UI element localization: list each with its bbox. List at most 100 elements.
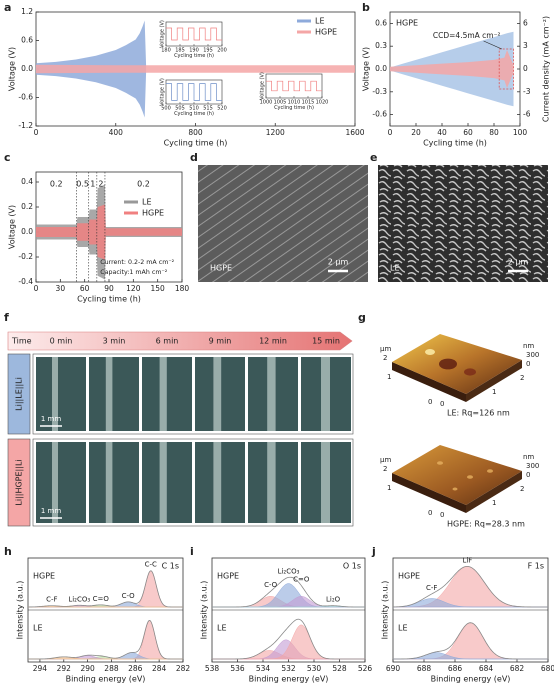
time-label: 6 min	[156, 337, 179, 346]
row-frame	[32, 353, 354, 435]
core-level: O 1s	[343, 562, 361, 571]
afm-feature	[452, 487, 458, 491]
x-tick-label: 20	[411, 128, 421, 137]
x-tick-label: 680	[541, 664, 554, 673]
lithium-edge	[267, 442, 276, 523]
y-tick-label: -0.2	[18, 252, 33, 261]
afm-tick: 2	[520, 374, 524, 382]
peak-label: Li₂CO₃	[68, 595, 90, 603]
afm-surface	[392, 445, 522, 505]
y-tick-label: 0.4	[21, 177, 33, 186]
peak-label: C-O	[122, 592, 136, 600]
y-tick-label: -1.2	[18, 121, 33, 130]
peak-label: C=O	[93, 595, 110, 603]
afm-tick: 1	[387, 484, 391, 492]
panel-letter: j	[371, 545, 376, 558]
afm-tick: 2	[520, 485, 524, 493]
x-tick-label: 688	[417, 664, 432, 673]
row-tag	[7, 353, 31, 435]
spectrum-name: LE	[398, 624, 408, 633]
rate-label: 2	[98, 180, 103, 189]
lithium-edge	[321, 442, 330, 523]
inset-y-label: Voltage (V)	[160, 78, 166, 106]
afm-tick: 0	[440, 511, 444, 519]
y-tick-label: 1.2	[21, 7, 33, 16]
x-tick-label: 60	[463, 128, 473, 137]
peak-label: Li₂CO₃	[278, 567, 300, 575]
afm-side	[392, 362, 466, 402]
scale-text: 2 μm	[508, 258, 529, 267]
sem-label: LE	[390, 264, 400, 273]
scale-text: 2 μm	[328, 258, 349, 267]
y-tick-label: 0	[523, 64, 528, 73]
rate-label: 1	[90, 180, 95, 189]
scale-text: 1 mm	[41, 415, 61, 423]
afm-tick: 2	[383, 354, 387, 362]
time-label: 0 min	[50, 337, 73, 346]
inset-x-tick-label: 515	[203, 106, 213, 112]
optical-image	[89, 442, 139, 523]
row-label: Li||LE||Li	[15, 377, 24, 411]
afm-feature	[425, 349, 435, 355]
x-tick-label: 284	[152, 664, 167, 673]
x-tick-label: 690	[386, 664, 401, 673]
x-tick-label: 536	[230, 664, 245, 673]
y-tick-label: -0.3	[372, 87, 387, 96]
x-tick-label: 292	[57, 664, 72, 673]
x-tick-label: 800	[188, 128, 203, 137]
annotation-arrow	[483, 40, 502, 50]
panel-letter: c	[4, 151, 11, 164]
optical-image	[142, 442, 192, 523]
voltage-band	[36, 204, 182, 260]
lithium-edge	[52, 357, 58, 431]
panel-letter: a	[4, 1, 11, 14]
y-tick-label: 6	[523, 18, 528, 27]
x-axis-label: Binding energy (eV)	[66, 675, 146, 684]
lithium-edge	[267, 357, 276, 431]
x-tick-label: 294	[33, 664, 48, 673]
afm-side	[392, 473, 466, 513]
x-tick-label: 290	[80, 664, 95, 673]
x-tick-label: 686	[448, 664, 463, 673]
y-tick-label: 0.0	[21, 64, 33, 73]
y-axis-label: Intensity (a.u.)	[200, 581, 209, 640]
y-tick-label: 3	[523, 41, 528, 50]
fit-peak	[393, 622, 548, 660]
rate-label: 0.2	[50, 180, 63, 189]
x-tick-label: 120	[126, 284, 141, 293]
envelope	[392, 622, 548, 660]
lithium-edge	[159, 357, 167, 431]
row-tag	[7, 438, 31, 527]
x-tick-label: 282	[176, 664, 191, 673]
envelope	[392, 565, 548, 608]
x-tick-label: 532	[281, 664, 296, 673]
x-tick-label: 90	[104, 284, 114, 293]
x-tick-label: 150	[151, 284, 166, 293]
x-tick-label: 1200	[266, 128, 285, 137]
peak-label: C-O	[264, 581, 278, 589]
panel-letter: g	[358, 311, 366, 324]
inset-x-tick-label: 190	[189, 48, 199, 54]
panel-letter: h	[4, 545, 12, 558]
afm-feature	[464, 368, 476, 376]
note: Capacity:1 mAh cm⁻²	[100, 269, 168, 276]
x-axis-label: Cycling time (h)	[423, 139, 487, 148]
x-tick-label: 100	[513, 128, 528, 137]
inset-x-tick-label: 510	[189, 106, 199, 112]
y-tick-label: -0.6	[372, 110, 387, 119]
x-tick-label: 0	[34, 128, 39, 137]
afm-tick: 0	[526, 360, 530, 368]
inset-line	[266, 80, 322, 92]
panel-letter: i	[190, 545, 194, 558]
annotation: CCD=4.5mA cm⁻²	[433, 31, 501, 40]
afm-tick: 1	[492, 388, 496, 396]
core-level: F 1s	[528, 562, 544, 571]
lithium-edge	[105, 357, 113, 431]
rate-label: 0.5	[76, 180, 89, 189]
y-axis-label: Voltage (V)	[362, 47, 371, 91]
y-tick-label: 0.0	[375, 64, 387, 73]
afm-tick: 0	[440, 400, 444, 408]
x-tick-label: 40	[437, 128, 447, 137]
afm-unit: nm	[523, 453, 534, 461]
afm-feature	[467, 475, 473, 479]
